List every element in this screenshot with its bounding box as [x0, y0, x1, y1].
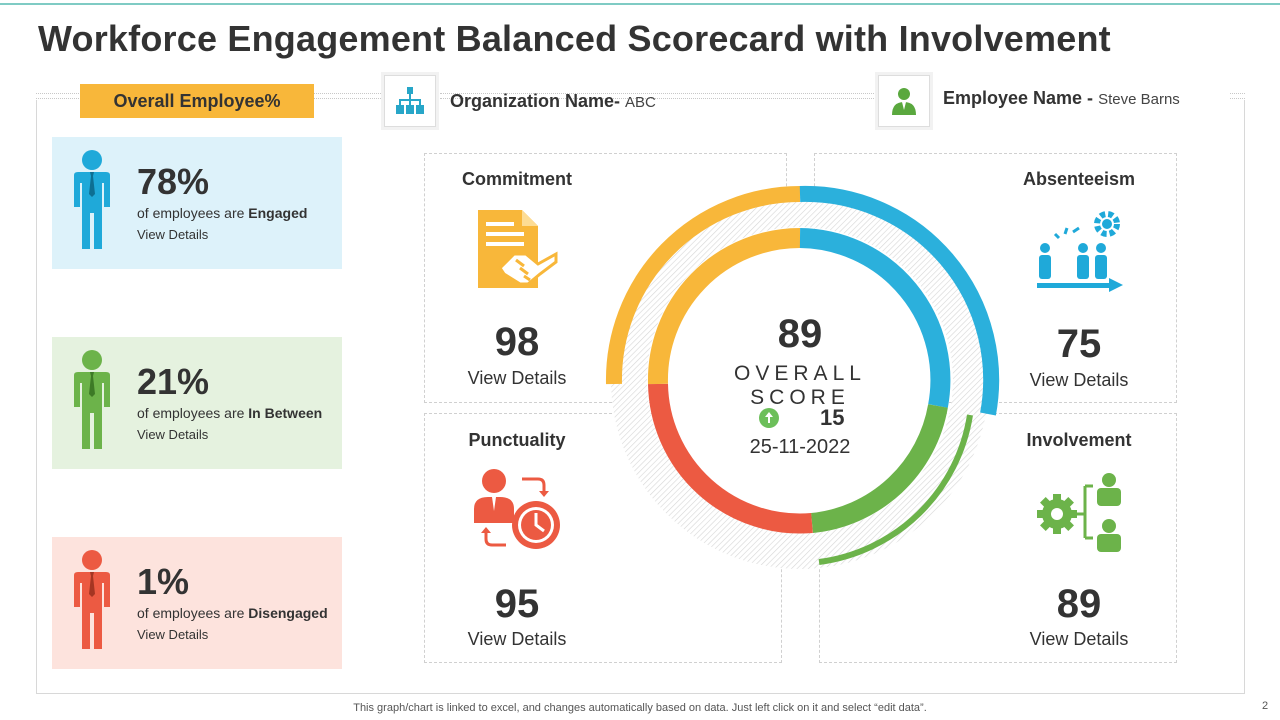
involvement-title: Involvement	[1026, 430, 1132, 450]
employee-label: Employee Name -	[943, 88, 1094, 108]
overall-score-value: 89	[777, 312, 823, 356]
person-icon	[74, 350, 110, 449]
disengaged-view-details-link[interactable]: View Details	[137, 627, 209, 642]
disengaged-percent: 1%	[137, 561, 190, 602]
up-arrow-icon	[759, 408, 779, 428]
disengaged-description: of employees are Disengaged	[137, 605, 328, 621]
involvement-view-details-link[interactable]: View Details	[1029, 629, 1129, 649]
involvement-value: 89	[1056, 582, 1102, 626]
gauge-center	[665, 245, 935, 515]
punctuality-value: 95	[494, 582, 540, 626]
overall-score-gauge	[605, 185, 1000, 569]
person-icon	[74, 550, 110, 649]
commitment-value: 98	[494, 320, 540, 364]
in-between-view-details-link[interactable]: View Details	[137, 427, 209, 442]
person-icon	[74, 150, 110, 249]
organization-label: Organization Name-	[450, 91, 621, 111]
overall-employee-tag: Overall Employee%	[80, 84, 314, 118]
page-title: Workforce Engagement Balanced Scorecard …	[38, 18, 1111, 59]
inner-arc-red	[648, 383, 813, 534]
outer-arc-orange	[605, 186, 801, 385]
absenteeism-view-details-link[interactable]: View Details	[1029, 370, 1129, 390]
stat-card-engaged: 78% of employees are Engaged View Detail…	[52, 137, 342, 269]
top-accent-line	[0, 3, 1280, 5]
team-progress-icon	[1037, 211, 1123, 292]
in-between-description: of employees are In Between	[137, 405, 323, 421]
outer-arc-blue	[799, 185, 1000, 416]
inner-arc-blue	[799, 228, 951, 408]
engaged-description: of employees are Engaged	[137, 205, 308, 221]
footer-note: This graph/chart is linked to excel, and…	[353, 702, 927, 714]
absenteeism-value: 75	[1056, 322, 1102, 366]
employee-name: Employee Name - Steve Barns	[943, 88, 1180, 109]
organization-value: ABC	[625, 94, 656, 111]
frame-top-right	[1230, 93, 1245, 99]
inner-arc-green	[810, 404, 948, 533]
gauge-hatched-ring	[611, 191, 989, 569]
in-between-percent: 21%	[137, 361, 210, 402]
commitment-view-details-link[interactable]: View Details	[467, 368, 567, 388]
person-clock-icon	[474, 469, 560, 549]
overall-score-label: OVERALL SCORE	[734, 362, 866, 409]
engaged-percent: 78%	[137, 161, 210, 202]
score-delta: 15	[820, 405, 845, 430]
gear-people-icon	[1037, 473, 1121, 552]
punctuality-view-details-link[interactable]: View Details	[467, 629, 567, 649]
outer-arc-green	[818, 414, 973, 565]
punctuality-title: Punctuality	[468, 430, 566, 450]
stat-card-in-between: 21% of employees are In Between View Det…	[52, 337, 342, 469]
handshake-document-icon	[478, 210, 558, 288]
page-number: 2	[1262, 700, 1269, 712]
absenteeism-title: Absenteeism	[1022, 169, 1136, 189]
content-frame	[36, 100, 1245, 694]
engaged-view-details-link[interactable]: View Details	[137, 227, 209, 242]
stat-card-disengaged: 1% of employees are Disengaged View Deta…	[52, 537, 342, 669]
score-date: 25-11-2022	[749, 436, 851, 458]
organization-icon	[384, 75, 436, 127]
organization-name: Organization Name- ABC	[450, 91, 656, 112]
frame-top-middle	[440, 93, 878, 99]
employee-value: Steve Barns	[1098, 91, 1180, 108]
inner-arc-orange	[647, 228, 801, 385]
commitment-title: Commitment	[461, 169, 572, 189]
employee-icon	[878, 75, 930, 127]
